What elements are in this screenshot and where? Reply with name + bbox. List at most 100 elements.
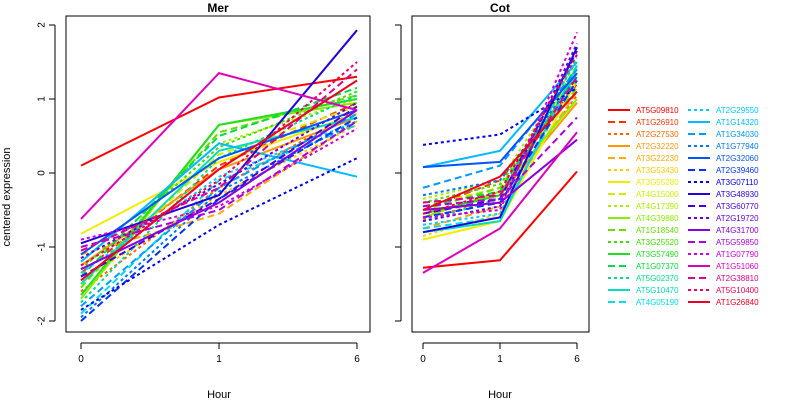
legend-label: AT3G25520 <box>636 238 679 247</box>
series-lines-cot <box>422 32 578 274</box>
y-tick-label: 1 <box>37 96 48 102</box>
series-line-at5g10400 <box>422 54 578 215</box>
legend-label: AT5G10400 <box>716 286 759 295</box>
series-line-at3g48930 <box>422 46 578 234</box>
x-axis-mer: 0 1 6 Hour <box>78 342 360 400</box>
series-line-at3g07110 <box>80 157 358 311</box>
legend-label: AT1G77940 <box>716 142 759 151</box>
legend-item: AT2G32060 <box>688 154 759 163</box>
series-line-at1g34030 <box>422 68 578 189</box>
series-line-at2g38810 <box>80 68 358 252</box>
legend-item: AT5G10400 <box>688 286 759 295</box>
legend-label: AT4G05190 <box>636 298 679 307</box>
legend-label: AT5G09810 <box>636 106 679 115</box>
x-axis-label-mer: Hour <box>207 389 231 400</box>
legend-label: AT3G57490 <box>636 250 679 259</box>
legend-label: AT1G07370 <box>636 262 679 271</box>
legend-item: AT1G26910 <box>608 118 679 127</box>
plot-frame-cot <box>411 15 590 333</box>
series-line-at2g29550 <box>80 120 358 274</box>
legend-item: AT1G07370 <box>608 262 679 271</box>
legend-label: AT2G19720 <box>716 214 759 223</box>
legend: AT5G09810 AT1G26910 AT2G27530 AT2G32220 AT3G… <box>608 106 759 307</box>
series-line-at2g32060 <box>80 109 358 256</box>
legend-item: AT4G15000 <box>608 190 679 199</box>
legend-item: AT4G39880 <box>608 214 679 223</box>
series-line-at2g19720 <box>80 101 358 259</box>
legend-item: AT1G34030 <box>688 130 759 139</box>
series-line-at3g60770 <box>80 105 358 278</box>
y-axis-label: centered expression <box>1 147 13 246</box>
legend-label: AT1G26840 <box>716 298 759 307</box>
series-line-at2g29550 <box>422 54 578 226</box>
series-line-at3g25520 <box>422 79 578 204</box>
series-line-at3g55280 <box>80 112 358 235</box>
legend-label: AT3G22230 <box>636 154 679 163</box>
legend-label: AT5G10470 <box>636 286 679 295</box>
legend-item: AT2G19720 <box>688 214 759 223</box>
legend-item: AT3G22230 <box>608 154 679 163</box>
series-line-at5g09810 <box>422 170 578 269</box>
plot-frame-mer <box>65 15 371 333</box>
legend-label: AT2G27530 <box>636 130 679 139</box>
legend-item: AT1G26840 <box>688 298 759 307</box>
legend-item: AT4G05190 <box>608 298 679 307</box>
legend-label: AT4G15000 <box>636 190 679 199</box>
series-line-at5g10400 <box>80 61 358 267</box>
series-line-at5g59850 <box>422 116 578 208</box>
legend-item: AT1G51060 <box>688 262 759 271</box>
legend-label: AT1G26910 <box>636 118 679 127</box>
series-line-at1g07790 <box>80 127 358 241</box>
panel-mer: Mer 2 1 0 -1 -2 0 1 6 Hour <box>37 1 371 400</box>
legend-item: AT3G48930 <box>688 190 759 199</box>
legend-label: AT1G51060 <box>716 262 759 271</box>
legend-item: AT1G77940 <box>688 142 759 151</box>
series-line-at1g26840 <box>80 79 358 282</box>
series-line-at2g39460 <box>80 116 358 322</box>
series-line-at5g59850 <box>80 120 358 248</box>
series-line-at2g27530 <box>80 109 358 293</box>
series-line-at4g31700 <box>80 109 358 271</box>
x-tick-label: 1 <box>216 354 222 365</box>
legend-item: AT3G25520 <box>608 238 679 247</box>
series-line-at1g34030 <box>80 112 358 307</box>
legend-label: AT5G02370 <box>636 274 679 283</box>
series-line-at1g51060 <box>80 71 358 220</box>
legend-item: AT2G32220 <box>608 142 679 151</box>
series-line-at3g60770 <box>422 50 578 215</box>
series-line-at1g26840 <box>422 90 578 211</box>
legend-label: AT1G07790 <box>716 250 759 259</box>
series-line-at1g77940 <box>422 76 578 197</box>
series-line-at2g38810 <box>422 76 578 204</box>
series-line-at3g48930 <box>80 29 358 245</box>
legend-item: AT2G29550 <box>688 106 759 115</box>
y-tick-label: -2 <box>37 316 48 325</box>
y-tick-label: 0 <box>37 170 48 176</box>
panel-title-mer: Mer <box>207 1 229 15</box>
y-tick-label: 2 <box>37 22 48 28</box>
legend-item: AT4G17390 <box>608 202 679 211</box>
x-axis-cot: 0 1 6 Hour <box>420 342 580 400</box>
legend-label: AT1G18540 <box>636 226 679 235</box>
x-tick-label: 0 <box>78 354 84 365</box>
x-tick-label: 6 <box>574 354 580 365</box>
legend-label: AT4G39880 <box>636 214 679 223</box>
legend-item: AT4G31700 <box>688 226 759 235</box>
x-axis-label-cot: Hour <box>488 389 512 400</box>
y-tick-label: -1 <box>37 242 48 251</box>
series-line-at5g10470 <box>80 116 358 285</box>
legend-label: AT4G17390 <box>636 202 679 211</box>
legend-label: AT4G31700 <box>716 226 759 235</box>
x-tick-label: 0 <box>420 354 426 365</box>
panel-cot: Cot 0 1 6 Hour <box>395 1 590 400</box>
legend-item: AT5G59850 <box>688 238 759 247</box>
series-line-at4g31700 <box>422 138 578 211</box>
legend-item: AT2G27530 <box>608 130 679 139</box>
y-axis-cot <box>395 24 402 322</box>
legend-item: AT5G02370 <box>608 274 679 283</box>
series-line-at4g15000 <box>80 105 358 285</box>
legend-label: AT2G38810 <box>716 274 759 283</box>
legend-label: AT5G59850 <box>716 238 759 247</box>
series-line-at1g18540 <box>422 87 578 211</box>
